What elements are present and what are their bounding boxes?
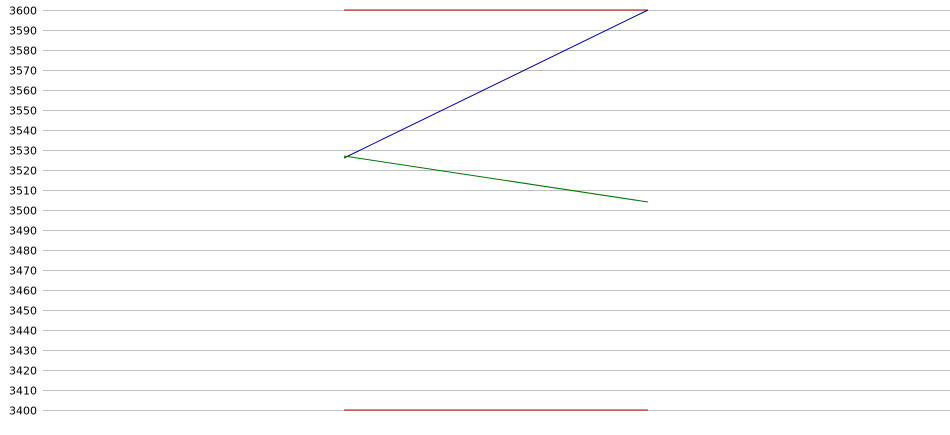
- y-axis-tick-labels: 3600 3590 3580 3570 3560 3550 3540 3530 3520 3510…: [9, 5, 37, 418]
- y-tick-label: 3570: [9, 65, 37, 78]
- y-tick-label: 3500: [9, 205, 37, 218]
- y-tick-label: 3420: [9, 365, 37, 378]
- y-tick-label: 3520: [9, 165, 37, 178]
- y-tick-label: 3400: [9, 405, 37, 418]
- y-tick-label: 3450: [9, 305, 37, 318]
- y-tick-label: 3590: [9, 25, 37, 38]
- y-tick-label: 3460: [9, 285, 37, 298]
- y-tick-label: 3550: [9, 105, 37, 118]
- y-tick-label: 3600: [9, 5, 37, 18]
- y-tick-label: 3480: [9, 245, 37, 258]
- y-tick-label: 3580: [9, 45, 37, 58]
- y-tick-label: 3510: [9, 185, 37, 198]
- y-tick-label: 3410: [9, 385, 37, 398]
- y-tick-label: 3530: [9, 145, 37, 158]
- y-tick-label: 3430: [9, 345, 37, 358]
- y-tick-label: 3440: [9, 325, 37, 338]
- data-series: [343, 9, 649, 411]
- grid-lines: [43, 10, 950, 411]
- y-tick-label: 3540: [9, 125, 37, 138]
- y-tick-label: 3470: [9, 265, 37, 278]
- series-line-2: [343, 9, 649, 159]
- y-tick-label: 3490: [9, 225, 37, 238]
- series-line-3: [343, 155, 649, 203]
- y-tick-label: 3560: [9, 85, 37, 98]
